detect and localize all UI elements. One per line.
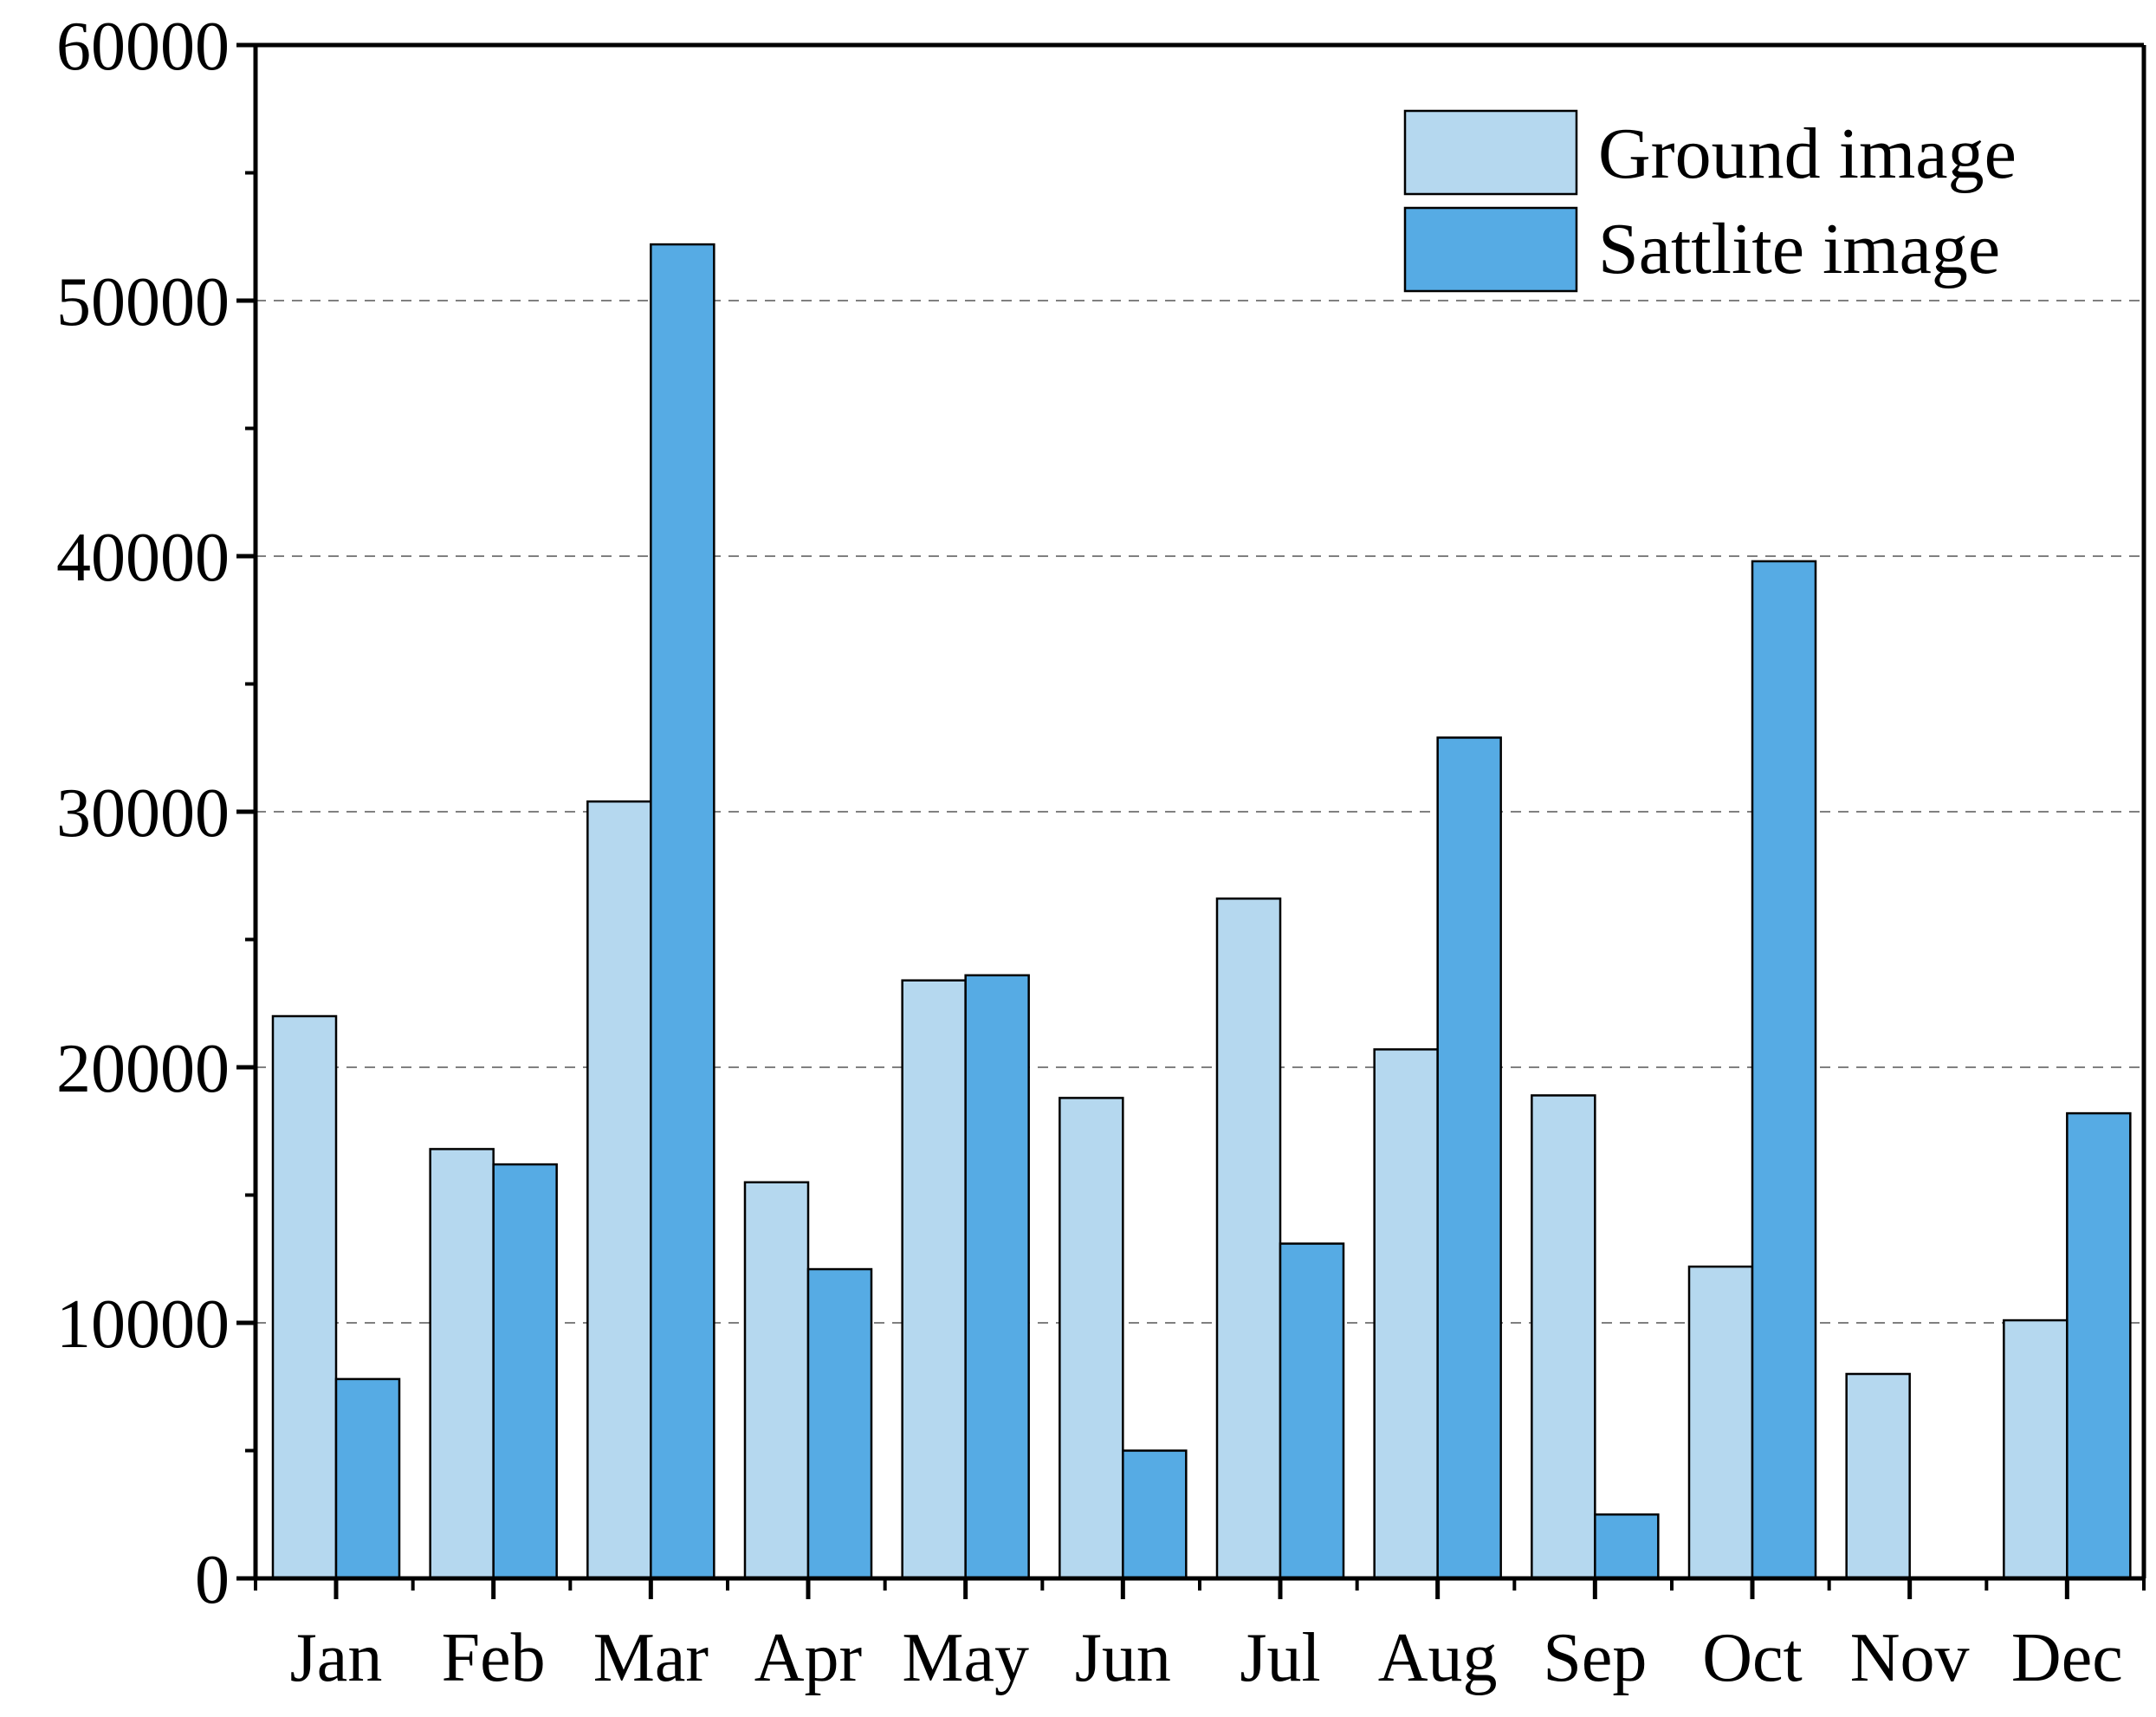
x-tick-label-mar: Mar — [593, 1620, 709, 1696]
legend-label-satellite: Sattlite image — [1598, 209, 2000, 289]
bar-ground-jan — [271, 1014, 338, 1580]
y-tick-label: 40000 — [56, 520, 230, 596]
y-tick-label: 0 — [195, 1542, 230, 1618]
axes — [236, 42, 2146, 1599]
bar-ground-nov — [1845, 1372, 1911, 1580]
legend-label-ground: Ground image — [1598, 113, 2017, 194]
bar-satellite-feb — [492, 1163, 558, 1580]
x-tick-label-aug: Aug — [1378, 1620, 1498, 1696]
legend-swatch-satellite — [1403, 206, 1578, 293]
bar-satellite-jan — [334, 1377, 401, 1580]
x-tick-label-dec: Dec — [2011, 1620, 2123, 1696]
bars — [271, 243, 2132, 1580]
bar-satellite-jun — [1122, 1449, 1188, 1580]
x-tick-label-jan: Jan — [290, 1620, 383, 1696]
bar-ground-apr — [743, 1181, 810, 1580]
bar-satellite-mar — [650, 243, 715, 1580]
y-tick-label: 60000 — [56, 9, 230, 85]
legend-swatch-ground — [1403, 109, 1578, 196]
x-tick-label-may: May — [902, 1620, 1029, 1696]
legend: Ground image Sattlite image — [1403, 109, 2017, 293]
x-tick-label-jun: Jun — [1075, 1620, 1171, 1696]
bar-ground-jun — [1059, 1097, 1124, 1580]
bar-satellite-dec — [2066, 1111, 2132, 1580]
x-tick-label-jul: Jul — [1240, 1620, 1320, 1696]
bar-ground-sep — [1531, 1094, 1596, 1580]
bar-ground-feb — [429, 1148, 495, 1580]
bar-satellite-may — [964, 974, 1030, 1580]
bar-ground-jul — [1215, 897, 1282, 1580]
bar-satellite-oct — [1751, 560, 1817, 1580]
bar-satellite-sep — [1594, 1513, 1660, 1580]
bar-ground-dec — [2003, 1319, 2069, 1580]
y-tick-label: 10000 — [56, 1286, 230, 1363]
y-tick-label: 50000 — [56, 264, 230, 340]
x-tick-label-feb: Feb — [442, 1620, 546, 1696]
x-tick-label-nov: Nov — [1850, 1620, 1970, 1696]
grid-lines — [256, 300, 2144, 1324]
tick-labels: 0 10000 20000 30000 40000 50000 60000 Jan Feb Mar… — [56, 9, 2123, 1696]
bar-ground-mar — [586, 800, 652, 1580]
x-tick-label-oct: Oct — [1702, 1620, 1803, 1696]
y-tick-label: 20000 — [56, 1031, 230, 1107]
bar-ground-aug — [1373, 1048, 1439, 1580]
bar-ground-oct — [1687, 1265, 1754, 1580]
y-tick-label: 30000 — [56, 775, 230, 852]
bar-ground-may — [901, 979, 967, 1580]
x-tick-label-sep: Sep — [1543, 1620, 1647, 1696]
bar-satellite-jul — [1279, 1242, 1345, 1580]
bar-satellite-aug — [1436, 736, 1502, 1580]
x-tick-label-apr: Apr — [754, 1620, 862, 1696]
bar-satellite-apr — [806, 1267, 873, 1580]
